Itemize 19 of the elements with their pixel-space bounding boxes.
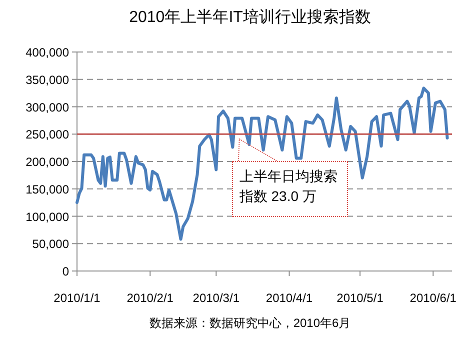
x-tick-label: 2010/3/1 [192,291,240,305]
source-note: 数据来源：数据研究中心，2010年6月 [149,316,351,330]
line-series [76,86,449,241]
x-tick-label: 2010/1/1 [54,291,101,305]
x-tick-label: 2010/5/1 [336,291,384,305]
x-tick-label: 2010/4/1 [266,291,313,305]
y-tick-label: 300,000 [26,100,70,114]
annotation: 上半年日均搜索指数 23.0 万 [232,161,348,218]
y-tick-label: 350,000 [26,72,70,87]
chart-title: 2010年上半年IT培训行业搜索指数 [129,8,371,26]
y-tick-label: 150,000 [26,182,70,196]
y-tick-label: 0 [62,264,70,278]
x-tick-label: 2010/6/1 [410,291,457,305]
x-tick-label: 2010/2/1 [126,291,174,305]
y-tick-label: 400,000 [26,46,70,60]
y-tick-label: 50,000 [32,237,70,252]
y-tick-label: 200,000 [26,155,70,169]
y-tick-label: 100,000 [26,210,70,224]
y-tick-label: 250,000 [26,128,70,142]
